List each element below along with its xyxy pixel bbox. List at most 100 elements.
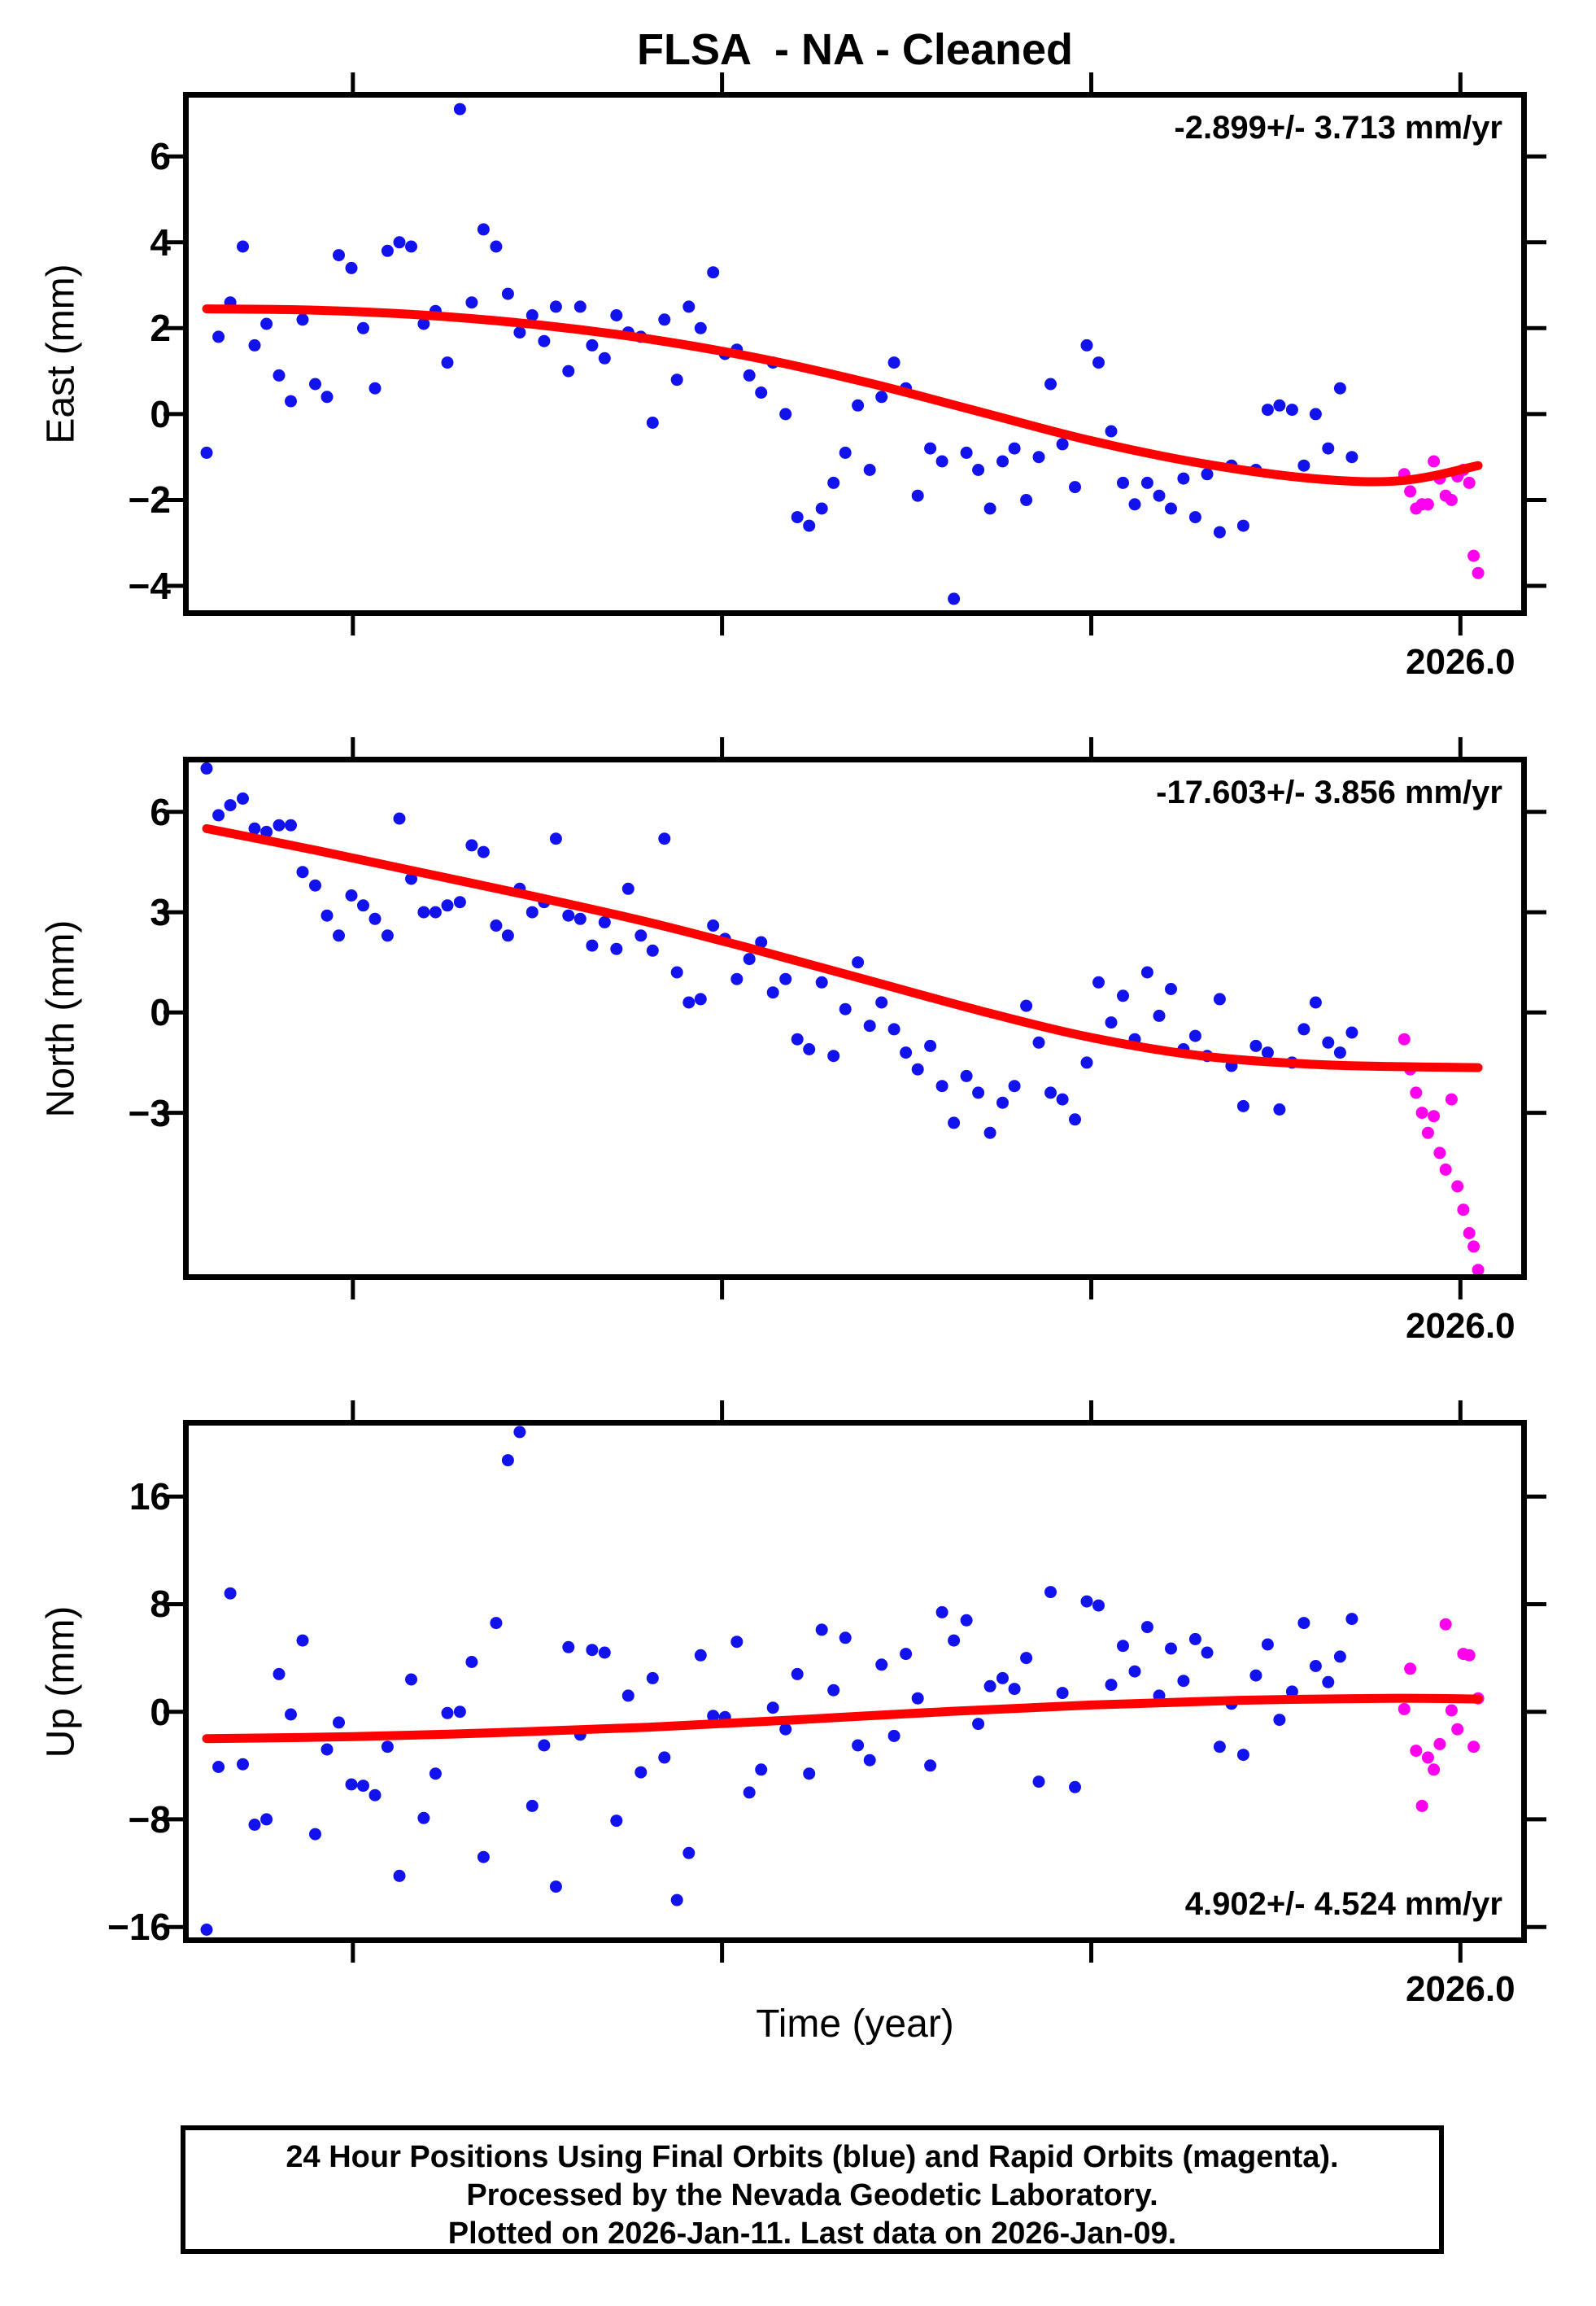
final-orbit-point — [815, 976, 828, 989]
final-orbit-point — [694, 321, 707, 334]
final-orbit-point — [465, 1656, 478, 1668]
final-orbit-point — [490, 1617, 503, 1630]
up-ytick-label: −8 — [128, 1797, 171, 1841]
rapid-orbit-point — [1410, 1086, 1423, 1099]
final-orbit-point — [1105, 1016, 1118, 1029]
final-orbit-point — [296, 866, 309, 879]
final-orbit-point — [1261, 404, 1274, 417]
final-orbit-point — [368, 912, 382, 925]
caption-line-plotted: Plotted on 2026-Jan-11. Last data on 202… — [447, 2216, 1177, 2251]
final-orbit-point — [538, 1739, 551, 1752]
up-axis-label: Up (mm) — [39, 1605, 83, 1758]
final-orbit-point — [960, 446, 973, 459]
final-orbit-point — [1128, 1665, 1141, 1678]
final-orbit-point — [924, 1759, 937, 1772]
final-orbit-point — [598, 915, 611, 928]
final-orbit-point — [911, 1692, 924, 1705]
up-ytick-label: 0 — [150, 1690, 171, 1733]
final-orbit-point — [1236, 1099, 1249, 1112]
final-orbit-point — [972, 1086, 985, 1099]
final-orbit-point — [549, 832, 562, 845]
north-rate-annotation: -17.603+/- 3.856 mm/yr — [1156, 775, 1502, 810]
final-orbit-point — [935, 455, 948, 468]
final-orbit-point — [525, 906, 539, 919]
final-orbit-point — [212, 809, 225, 822]
final-orbit-point — [200, 1924, 213, 1936]
final-orbit-point — [212, 330, 225, 343]
rapid-orbit-point — [1467, 1240, 1480, 1253]
rapid-orbit-point — [1463, 1649, 1476, 1662]
final-orbit-point — [573, 912, 587, 925]
east-ytick-label: 4 — [150, 221, 171, 264]
final-orbit-point — [911, 489, 924, 502]
final-orbit-point — [900, 1648, 913, 1661]
final-orbit-point — [1080, 1056, 1093, 1069]
final-orbit-point — [368, 1788, 382, 1802]
rapid-orbit-point — [1445, 1093, 1458, 1106]
final-orbit-point — [1322, 442, 1335, 455]
final-orbit-point — [538, 334, 551, 347]
east-final-orbit-points — [200, 103, 1358, 605]
final-orbit-point — [1188, 511, 1201, 524]
final-orbit-point — [983, 502, 996, 515]
final-orbit-point — [766, 1701, 779, 1714]
final-orbit-point — [863, 1754, 876, 1767]
final-orbit-point — [321, 909, 334, 922]
rapid-orbit-point — [1472, 566, 1485, 579]
final-orbit-point — [1345, 1613, 1358, 1626]
final-orbit-point — [333, 249, 345, 262]
final-orbit-point — [1297, 1023, 1310, 1036]
final-orbit-point — [573, 300, 587, 313]
final-orbit-point — [803, 1043, 816, 1055]
final-orbit-point — [1092, 976, 1105, 989]
rapid-orbit-point — [1445, 1704, 1458, 1717]
final-orbit-point — [1285, 1685, 1298, 1698]
rapid-orbit-point — [1428, 455, 1441, 468]
up-scatter-panel — [164, 1400, 1546, 1963]
final-orbit-point — [224, 1587, 237, 1600]
final-orbit-point — [755, 936, 768, 949]
final-orbit-point — [646, 417, 659, 429]
rapid-orbit-point — [1404, 485, 1417, 498]
rapid-orbit-point — [1451, 1180, 1464, 1193]
final-orbit-point — [417, 317, 430, 330]
final-orbit-point — [694, 993, 707, 1006]
rapid-orbit-point — [1421, 498, 1434, 511]
final-orbit-point — [1236, 1749, 1249, 1762]
final-orbit-point — [743, 1786, 756, 1799]
rapid-orbit-point — [1433, 1146, 1446, 1160]
final-orbit-point — [1056, 1093, 1069, 1106]
final-orbit-point — [1020, 1652, 1033, 1665]
final-orbit-point — [658, 1751, 671, 1764]
rapid-orbit-point — [1398, 1702, 1411, 1715]
final-orbit-point — [887, 1729, 900, 1742]
final-orbit-point — [670, 373, 683, 387]
rapid-orbit-point — [1451, 1723, 1464, 1736]
final-orbit-point — [562, 909, 575, 922]
final-orbit-point — [1285, 404, 1298, 417]
final-orbit-point — [924, 442, 937, 455]
rapid-orbit-point — [1404, 1662, 1417, 1675]
final-orbit-point — [779, 972, 792, 985]
final-orbit-point — [490, 240, 503, 253]
final-orbit-point — [212, 1761, 225, 1773]
final-orbit-point — [393, 1869, 406, 1882]
final-orbit-point — [381, 1740, 394, 1754]
up-rate-annotation: 4.902+/- 4.524 mm/yr — [1184, 1886, 1502, 1922]
final-orbit-point — [658, 832, 671, 845]
final-orbit-point — [248, 822, 261, 835]
caption-box: 24 Hour Positions Using Final Orbits (bl… — [181, 2125, 1444, 2254]
final-orbit-point — [670, 1893, 683, 1906]
rapid-orbit-point — [1457, 1203, 1470, 1216]
final-orbit-point — [634, 1766, 648, 1779]
final-orbit-point — [682, 300, 696, 313]
final-orbit-point — [1297, 1617, 1310, 1630]
final-orbit-point — [477, 223, 490, 236]
final-orbit-point — [948, 1634, 961, 1647]
final-orbit-point — [1188, 1029, 1201, 1042]
final-orbit-point — [646, 944, 659, 957]
final-orbit-point — [1345, 1026, 1358, 1039]
final-orbit-point — [465, 296, 478, 309]
final-orbit-point — [200, 446, 213, 459]
final-orbit-point — [983, 1126, 996, 1139]
